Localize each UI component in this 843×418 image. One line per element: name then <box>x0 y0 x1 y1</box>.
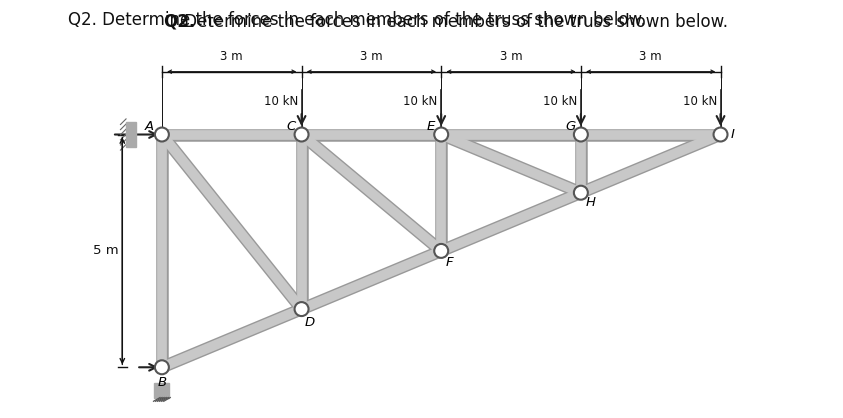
Text: B: B <box>158 376 166 389</box>
Text: 3 m: 3 m <box>360 50 383 63</box>
Circle shape <box>574 186 588 200</box>
Text: C: C <box>287 120 296 133</box>
Text: I: I <box>730 128 734 141</box>
Text: 10 kN: 10 kN <box>683 95 717 108</box>
Text: F: F <box>446 256 454 269</box>
Text: 10 kN: 10 kN <box>403 95 438 108</box>
Bar <box>154 383 169 398</box>
Text: 10 kN: 10 kN <box>264 95 298 108</box>
Text: 3 m: 3 m <box>220 50 243 63</box>
Text: Q2.: Q2. <box>163 13 196 31</box>
Text: E: E <box>427 120 435 133</box>
Circle shape <box>155 127 169 142</box>
Circle shape <box>434 244 448 258</box>
Bar <box>126 122 137 147</box>
Text: G: G <box>566 120 576 133</box>
Circle shape <box>434 127 448 142</box>
Circle shape <box>713 127 728 142</box>
Circle shape <box>574 127 588 142</box>
Text: D: D <box>305 316 315 329</box>
Circle shape <box>155 360 169 374</box>
Circle shape <box>294 302 309 316</box>
Text: Determine the forces in each members of the truss shown below.: Determine the forces in each members of … <box>179 13 728 31</box>
Text: 5 m: 5 m <box>94 245 119 257</box>
Text: 10 kN: 10 kN <box>543 95 577 108</box>
Text: Q2. Determine the forces in each members of the truss shown below.: Q2. Determine the forces in each members… <box>68 11 647 29</box>
Text: A: A <box>144 120 153 133</box>
Circle shape <box>294 127 309 142</box>
Text: 3 m: 3 m <box>500 50 523 63</box>
Text: 3 m: 3 m <box>639 50 662 63</box>
Text: H: H <box>586 196 596 209</box>
